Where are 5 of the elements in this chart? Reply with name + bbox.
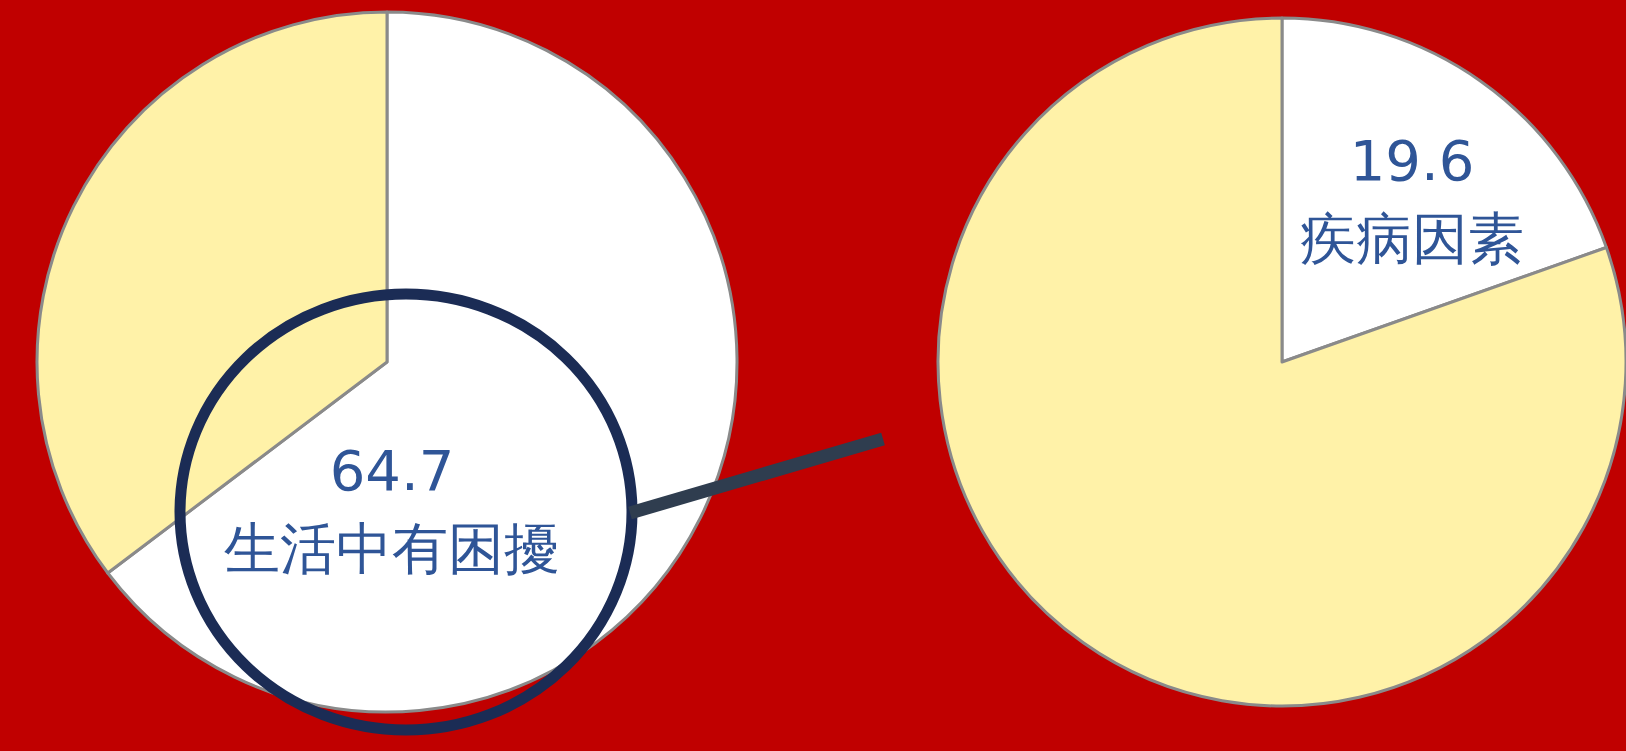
slice-label: 疾病因素	[1300, 206, 1524, 271]
pie-slice	[936, 16, 1626, 708]
slice-label: 生活中有困擾	[224, 516, 560, 581]
data-label: 19.6	[1349, 128, 1475, 193]
data-label: 64.7	[329, 438, 455, 503]
